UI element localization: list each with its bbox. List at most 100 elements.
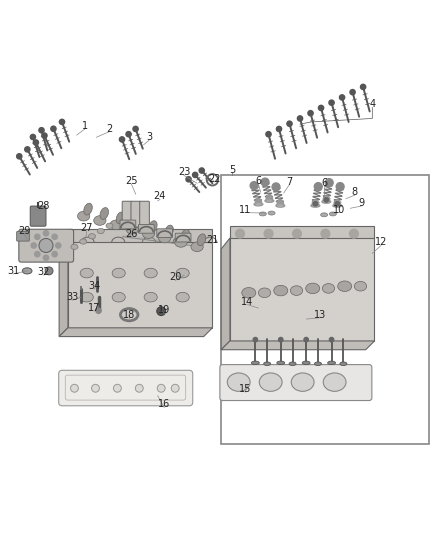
Ellipse shape — [242, 287, 256, 298]
Circle shape — [279, 337, 283, 342]
FancyBboxPatch shape — [138, 224, 154, 233]
Circle shape — [325, 179, 333, 187]
Circle shape — [323, 196, 329, 202]
Ellipse shape — [197, 234, 206, 246]
Ellipse shape — [313, 205, 318, 206]
Text: 4: 4 — [369, 100, 375, 109]
Text: 15: 15 — [239, 384, 251, 394]
Ellipse shape — [259, 212, 266, 216]
Circle shape — [312, 200, 318, 206]
Polygon shape — [221, 238, 230, 350]
FancyBboxPatch shape — [220, 365, 372, 400]
Circle shape — [133, 126, 138, 132]
FancyBboxPatch shape — [122, 201, 132, 227]
Ellipse shape — [22, 268, 32, 274]
Ellipse shape — [80, 239, 87, 244]
Ellipse shape — [329, 212, 336, 216]
Text: 12: 12 — [375, 237, 387, 247]
Text: 25: 25 — [125, 176, 138, 186]
Ellipse shape — [142, 229, 155, 238]
Ellipse shape — [276, 204, 285, 207]
Circle shape — [293, 229, 301, 238]
Ellipse shape — [144, 292, 157, 302]
FancyBboxPatch shape — [68, 229, 212, 243]
Circle shape — [266, 132, 271, 137]
Circle shape — [199, 168, 205, 173]
Ellipse shape — [116, 212, 125, 224]
Circle shape — [250, 182, 258, 190]
Text: 28: 28 — [38, 201, 50, 211]
Circle shape — [350, 90, 355, 95]
Ellipse shape — [112, 268, 125, 278]
FancyBboxPatch shape — [59, 370, 193, 406]
Text: 10: 10 — [333, 205, 346, 215]
FancyBboxPatch shape — [17, 231, 29, 241]
Text: 19: 19 — [158, 305, 170, 316]
Circle shape — [336, 183, 344, 190]
Ellipse shape — [354, 281, 367, 291]
Ellipse shape — [110, 220, 122, 230]
Circle shape — [51, 126, 56, 131]
Ellipse shape — [322, 200, 331, 203]
Circle shape — [350, 229, 358, 238]
Text: 16: 16 — [158, 399, 170, 409]
Text: 23: 23 — [178, 167, 190, 177]
Circle shape — [339, 95, 345, 100]
FancyBboxPatch shape — [175, 233, 191, 242]
Circle shape — [253, 337, 258, 342]
Polygon shape — [221, 341, 374, 350]
Text: 6: 6 — [321, 178, 327, 188]
Circle shape — [314, 183, 322, 190]
Circle shape — [45, 267, 53, 275]
Ellipse shape — [258, 288, 271, 297]
Circle shape — [157, 307, 166, 316]
Ellipse shape — [321, 213, 328, 217]
Ellipse shape — [256, 204, 261, 205]
Circle shape — [39, 127, 44, 133]
Ellipse shape — [100, 207, 109, 220]
Text: 26: 26 — [125, 229, 138, 239]
Text: 17: 17 — [88, 303, 100, 313]
Ellipse shape — [175, 238, 187, 247]
Ellipse shape — [227, 373, 250, 391]
Text: 6: 6 — [255, 176, 261, 186]
Circle shape — [255, 199, 261, 205]
Circle shape — [42, 133, 47, 138]
Circle shape — [52, 234, 57, 239]
Ellipse shape — [277, 361, 285, 365]
Ellipse shape — [340, 362, 347, 366]
Ellipse shape — [335, 205, 339, 206]
Text: 13: 13 — [314, 310, 326, 320]
Text: 32: 32 — [38, 267, 50, 277]
FancyBboxPatch shape — [140, 201, 149, 227]
Circle shape — [304, 337, 308, 342]
Text: 29: 29 — [18, 225, 30, 236]
FancyBboxPatch shape — [30, 206, 46, 226]
Text: 7: 7 — [286, 177, 292, 187]
Circle shape — [308, 110, 313, 116]
Text: 3: 3 — [146, 132, 152, 142]
Text: 24: 24 — [154, 191, 166, 201]
Ellipse shape — [176, 292, 189, 302]
Circle shape — [60, 119, 65, 125]
Circle shape — [297, 116, 303, 121]
Polygon shape — [59, 328, 212, 336]
Ellipse shape — [324, 201, 328, 203]
Text: 22: 22 — [208, 174, 221, 184]
Circle shape — [96, 308, 101, 313]
Ellipse shape — [71, 244, 78, 249]
Circle shape — [261, 178, 269, 186]
Ellipse shape — [148, 221, 157, 232]
Ellipse shape — [97, 229, 104, 233]
Circle shape — [25, 147, 30, 152]
Text: 21: 21 — [206, 235, 219, 245]
Circle shape — [113, 384, 121, 392]
Circle shape — [35, 234, 40, 239]
Circle shape — [33, 140, 39, 145]
Text: 11: 11 — [239, 205, 251, 215]
Ellipse shape — [259, 373, 282, 391]
Ellipse shape — [323, 373, 346, 391]
FancyBboxPatch shape — [157, 229, 173, 238]
Circle shape — [334, 200, 340, 206]
Circle shape — [329, 100, 334, 106]
